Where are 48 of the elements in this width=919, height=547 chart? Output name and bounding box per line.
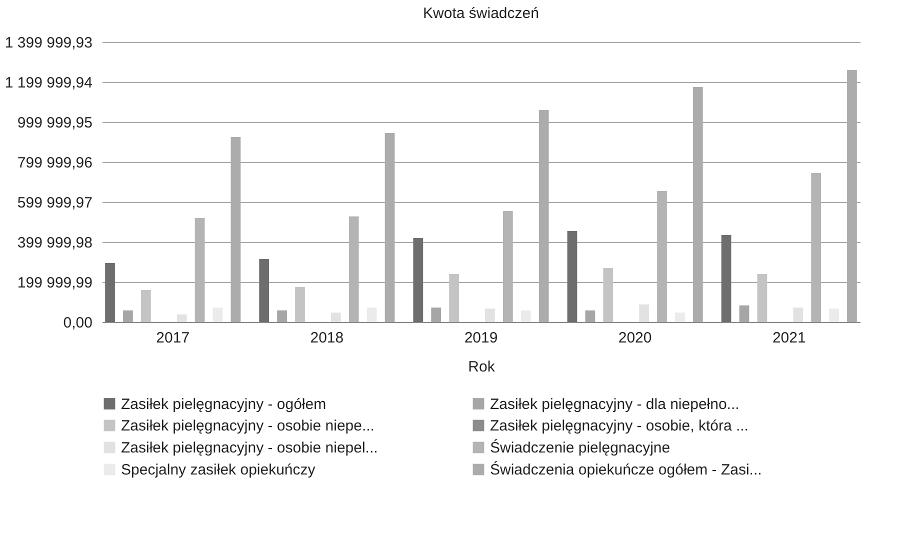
y-tick-label: 0,00 — [63, 314, 92, 332]
legend-label: Zasiłek pielęgnacyjny - ogółem — [121, 396, 326, 413]
legend-label: Zasiłek pielęgnacyjny - dla niepełno... — [490, 396, 740, 413]
bar — [485, 308, 495, 322]
bar — [295, 287, 305, 322]
bar — [176, 314, 187, 322]
legend-label: Zasiłek pielęgnacyjny - osobie, która ... — [490, 418, 748, 434]
bar — [757, 274, 768, 322]
legend-label: Świadczenie pielęgnacyjne — [490, 438, 670, 456]
bar — [567, 231, 578, 322]
bar — [520, 310, 531, 322]
x-tick-label: 2019 — [464, 330, 498, 346]
x-tick-label: 2020 — [618, 330, 652, 346]
bar — [585, 310, 596, 322]
bar — [721, 235, 732, 322]
bar — [259, 259, 270, 322]
bar — [277, 310, 287, 322]
bar — [123, 310, 133, 322]
y-tick-label: 799 999,96 — [17, 154, 92, 172]
bar — [212, 308, 223, 322]
y-tick-label: 199 999,99 — [17, 274, 92, 292]
bar — [413, 238, 424, 322]
x-axis-title: Rok — [468, 358, 496, 376]
bar — [603, 268, 614, 322]
legend-label: Świadczenia opiekuńcze ogółem - Zasi... — [490, 460, 762, 478]
chart-title: Kwota świadczeń — [423, 5, 539, 22]
bar — [639, 304, 649, 322]
legend-label: Zasiłek pielęgnacyjny - osobie niepe... — [121, 418, 374, 434]
bar — [140, 290, 151, 322]
y-tick-label: 1 399 999,93 — [4, 34, 92, 52]
x-tick-label: 2017 — [156, 330, 190, 346]
x-tick-label: 2021 — [772, 330, 806, 346]
bar — [449, 274, 459, 322]
bar — [793, 308, 804, 322]
y-tick-label: 399 999,98 — [17, 234, 92, 252]
bar — [105, 263, 115, 322]
y-tick-label: 1 199 999,94 — [4, 74, 92, 92]
legend-label: Specjalny zasiłek opiekuńczy — [121, 462, 316, 478]
bar — [431, 308, 442, 322]
bar — [829, 308, 839, 322]
bar — [366, 308, 377, 322]
bar — [675, 312, 685, 322]
y-tick-label: 999 999,95 — [17, 114, 92, 132]
bar — [330, 312, 341, 322]
legend-label: Zasiłek pielęgnacyjny - osobie niepel... — [121, 440, 378, 456]
x-tick-label: 2018 — [310, 330, 344, 346]
y-tick-label: 599 999,97 — [17, 194, 92, 212]
bar — [739, 305, 750, 322]
